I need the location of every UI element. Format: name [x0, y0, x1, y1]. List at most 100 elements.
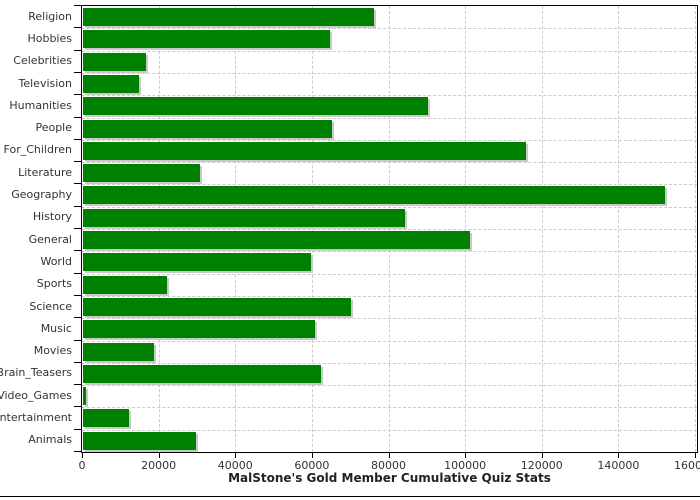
- bar-people: [83, 119, 332, 138]
- x-axis-tick-0: [82, 453, 83, 458]
- category-tick-17: [74, 384, 82, 385]
- horizontal-gridline-9: [82, 206, 697, 208]
- category-label-hobbies: Hobbies: [27, 31, 72, 45]
- bar-celebrities: [83, 52, 146, 71]
- x-axis-tick-100000: [465, 453, 467, 458]
- category-tick-14: [74, 317, 82, 318]
- x-tick-label-0: 0: [78, 459, 86, 472]
- x-axis-tick-20000: [158, 453, 160, 458]
- horizontal-gridline-7: [82, 162, 697, 164]
- x-axis-tick-140000: [618, 453, 620, 458]
- category-label-television: Television: [18, 76, 73, 90]
- horizontal-gridline-15: [82, 340, 697, 342]
- bar-literature: [83, 164, 200, 183]
- bar-brain-teasers: [83, 364, 321, 383]
- category-label-entertainment: Entertainment: [0, 411, 72, 425]
- category-tick-15: [74, 340, 82, 341]
- category-tick-8: [74, 183, 82, 184]
- bar-humanities: [83, 97, 428, 116]
- category-tick-4: [74, 94, 82, 95]
- category-label-humanities: Humanities: [9, 98, 72, 112]
- bar-sports: [83, 275, 167, 294]
- horizontal-gridline-12: [82, 273, 697, 275]
- bar-general: [83, 231, 470, 249]
- category-label-world: World: [40, 254, 72, 268]
- x-tick-label-160000: 160000: [674, 459, 700, 472]
- horizontal-gridline-6: [82, 139, 697, 141]
- category-label-video-games: Video_Games: [0, 388, 72, 402]
- plot-area: [81, 5, 698, 453]
- category-label-movies: Movies: [33, 344, 72, 358]
- x-axis-tick-60000: [311, 453, 313, 458]
- x-axis-tick-120000: [541, 453, 543, 458]
- bar-hobbies: [83, 30, 330, 49]
- horizontal-gridline-18: [82, 407, 697, 409]
- bar-animals: [83, 431, 196, 450]
- category-tick-20: [74, 451, 82, 452]
- category-tick-1: [74, 27, 82, 28]
- category-tick-7: [74, 161, 82, 162]
- horizontal-gridline-17: [82, 385, 697, 387]
- category-label-people: People: [35, 121, 72, 135]
- category-tick-5: [74, 117, 82, 118]
- horizontal-gridline-3: [82, 72, 697, 74]
- category-tick-9: [74, 206, 82, 207]
- bar-music: [83, 320, 315, 339]
- x-tick-label-60000: 60000: [294, 459, 330, 472]
- category-tick-6: [74, 139, 82, 140]
- category-tick-10: [74, 228, 82, 229]
- x-tick-label-120000: 120000: [520, 459, 563, 472]
- category-label-music: Music: [40, 321, 72, 335]
- category-label-religion: Religion: [28, 9, 72, 23]
- category-label-brain-teasers: Brain_Teasers: [0, 366, 72, 380]
- category-label-science: Science: [29, 299, 72, 313]
- horizontal-gridline-16: [82, 362, 697, 364]
- category-tick-0: [74, 5, 82, 6]
- horizontal-gridline-1: [82, 28, 697, 30]
- bar-world: [83, 253, 311, 272]
- horizontal-gridline-5: [82, 117, 697, 119]
- x-axis-tick-80000: [388, 453, 390, 458]
- x-tick-label-20000: 20000: [141, 459, 177, 472]
- x-tick-label-100000: 100000: [444, 459, 487, 472]
- chart-title: MalStone's Gold Member Cumulative Quiz S…: [228, 471, 551, 485]
- category-label-literature: Literature: [18, 165, 72, 179]
- category-label-for-children: For_Children: [3, 143, 72, 157]
- bar-science: [83, 297, 351, 316]
- horizontal-gridline-11: [82, 251, 697, 253]
- horizontal-gridline-19: [82, 429, 697, 431]
- bar-geography: [83, 186, 665, 205]
- bar-religion: [83, 8, 374, 26]
- horizontal-gridline-10: [82, 229, 697, 230]
- bar-movies: [83, 342, 154, 361]
- horizontal-gridline-8: [82, 184, 697, 186]
- bar-for-children: [83, 141, 526, 160]
- horizontal-gridline-14: [82, 318, 697, 320]
- bottom-border-line: [0, 496, 700, 497]
- x-tick-label-80000: 80000: [371, 459, 406, 472]
- x-tick-label-40000: 40000: [217, 459, 253, 472]
- category-label-general: General: [28, 232, 72, 246]
- category-label-geography: Geography: [11, 188, 72, 202]
- category-label-animals: Animals: [28, 433, 72, 447]
- horizontal-gridline-2: [82, 50, 697, 52]
- category-label-sports: Sports: [36, 277, 72, 291]
- horizontal-gridline-4: [82, 95, 697, 97]
- category-tick-3: [74, 72, 82, 73]
- bar-television: [83, 74, 139, 93]
- bar-entertainment: [83, 409, 129, 428]
- horizontal-gridline-13: [82, 295, 697, 297]
- x-axis-tick-40000: [235, 453, 237, 458]
- bar-video-games: [83, 387, 86, 406]
- category-tick-19: [74, 429, 82, 430]
- category-label-history: History: [32, 210, 72, 224]
- category-tick-11: [74, 250, 82, 251]
- x-axis-tick-160000: [695, 453, 696, 458]
- bar-history: [83, 208, 405, 227]
- category-tick-18: [74, 406, 82, 407]
- category-tick-12: [74, 273, 82, 274]
- category-tick-2: [74, 50, 82, 51]
- x-tick-label-140000: 140000: [597, 459, 640, 472]
- category-tick-13: [74, 295, 82, 296]
